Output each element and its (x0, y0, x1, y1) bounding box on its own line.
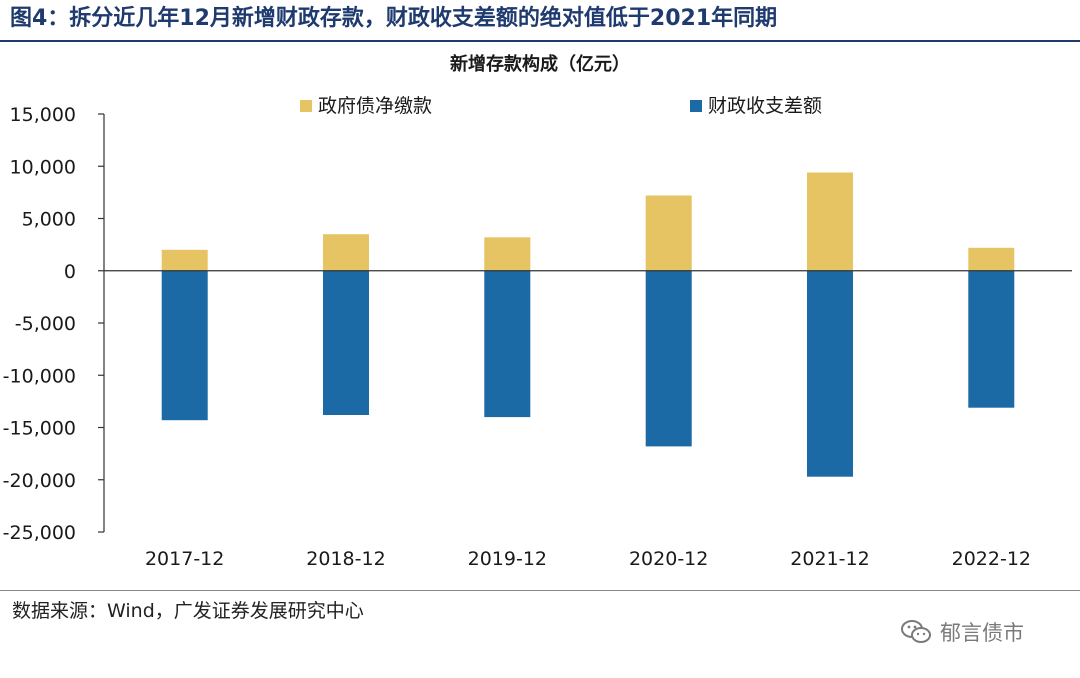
bar-fiscal-gap-2021-12 (807, 270, 853, 477)
y-tick-label: -20,000 (3, 470, 76, 492)
chart-title: 新增存款构成（亿元） (450, 53, 630, 75)
x-tick-label: 2021-12 (790, 548, 869, 570)
bar-gov-bond-2018-12 (323, 234, 369, 271)
wechat-icon (901, 620, 931, 643)
bar-gov-bond-2019-12 (484, 237, 531, 271)
watermark-text: 郁言债市 (940, 621, 1024, 645)
y-tick-label: 5,000 (22, 209, 76, 231)
legend-label: 财政收支差额 (708, 95, 822, 117)
y-tick-label: 10,000 (10, 156, 76, 178)
x-tick-label: 2020-12 (629, 548, 708, 570)
y-tick-label: 0 (64, 261, 76, 283)
axes-group: 15,000 10,000 5,000 0 -5,000 -10,000 -15,000 -2… (3, 104, 1072, 570)
bar-gov-bond-2017-12 (161, 249, 208, 271)
bar-fiscal-gap-2017-12 (161, 270, 208, 421)
bars-group (161, 172, 1015, 477)
legend-swatch-gov-bond (300, 100, 312, 112)
y-tick-label: 15,000 (10, 104, 76, 126)
bar-fiscal-gap-2018-12 (323, 270, 369, 415)
legend: 政府债净缴款 财政收支差额 (300, 95, 822, 117)
bar-gov-bond-2022-12 (968, 247, 1015, 271)
legend-swatch-fiscal-gap (690, 100, 702, 112)
x-tick-label: 2017-12 (145, 548, 224, 570)
legend-label: 政府债净缴款 (318, 95, 432, 117)
x-tick-label: 2018-12 (306, 548, 385, 570)
bar-fiscal-gap-2019-12 (484, 270, 531, 418)
bar-fiscal-gap-2020-12 (645, 270, 692, 447)
x-tick-label: 2019-12 (468, 548, 547, 570)
y-tick-label: -25,000 (3, 522, 76, 544)
bar-fiscal-gap-2022-12 (968, 270, 1015, 408)
source-divider (0, 590, 1080, 591)
watermark: 郁言债市 (900, 614, 1024, 650)
stacked-bar-chart: 新增存款构成（亿元） 政府债净缴款 财政收支差额 15,000 10,000 5,00… (3, 53, 1072, 570)
x-tick-label: 2022-12 (952, 548, 1031, 570)
y-tick-label: -5,000 (15, 313, 76, 335)
bar-gov-bond-2021-12 (807, 172, 853, 271)
title-divider (0, 40, 1080, 42)
source-note: 数据来源：Wind，广发证券发展研究中心 (12, 600, 364, 622)
y-tick-label: -10,000 (3, 365, 76, 387)
figure-title: 图4：拆分近几年12月新增财政存款，财政收支差额的绝对值低于2021年同期 (10, 6, 778, 31)
bar-gov-bond-2020-12 (645, 195, 692, 271)
y-tick-label: -15,000 (3, 418, 76, 440)
